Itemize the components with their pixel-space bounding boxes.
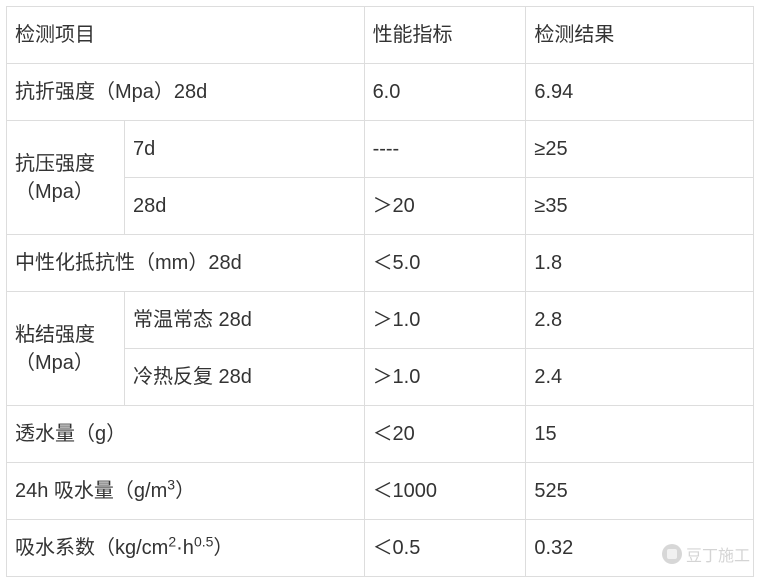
cell-label: 透水量（g）	[7, 406, 365, 463]
cell-result: 6.94	[526, 64, 754, 121]
cell-result: 1.8	[526, 235, 754, 292]
cell-sublabel: 28d	[124, 178, 364, 235]
table-header-row: 检测项目 性能指标 检测结果	[7, 7, 754, 64]
cell-spec: ＜1000	[364, 463, 526, 520]
cell-sublabel: 7d	[124, 121, 364, 178]
cell-label: 吸水系数（kg/cm2·h0.5）	[7, 520, 365, 577]
cell-spec: ＜5.0	[364, 235, 526, 292]
cell-spec: ＞20	[364, 178, 526, 235]
cell-sublabel: 冷热反复 28d	[124, 349, 364, 406]
cell-spec: ＞1.0	[364, 349, 526, 406]
cell-result: ≥35	[526, 178, 754, 235]
cell-result: 15	[526, 406, 754, 463]
label-part: 吸水系数（kg/cm	[15, 537, 168, 559]
cell-spec: ＞1.0	[364, 292, 526, 349]
cell-result: 525	[526, 463, 754, 520]
cell-spec: ----	[364, 121, 526, 178]
header-item: 检测项目	[7, 7, 365, 64]
label-sup: 3	[167, 476, 175, 492]
cell-group-label: 粘结强度（Mpa）	[7, 292, 125, 406]
cell-group-label: 抗压强度（Mpa）	[7, 121, 125, 235]
watermark: 豆丁施工	[662, 542, 750, 566]
watermark-icon	[662, 544, 682, 564]
table-row: 抗折强度（Mpa）28d 6.0 6.94	[7, 64, 754, 121]
header-spec: 性能指标	[364, 7, 526, 64]
cell-label: 24h 吸水量（g/m3）	[7, 463, 365, 520]
cell-result: 2.8	[526, 292, 754, 349]
cell-spec: ＜0.5	[364, 520, 526, 577]
table-row: 中性化抵抗性（mm）28d ＜5.0 1.8	[7, 235, 754, 292]
label-part: ）	[213, 537, 233, 559]
cell-label: 抗折强度（Mpa）28d	[7, 64, 365, 121]
table-row: 粘结强度（Mpa） 常温常态 28d ＞1.0 2.8	[7, 292, 754, 349]
label-part: ·h	[176, 537, 194, 559]
table-row: 透水量（g） ＜20 15	[7, 406, 754, 463]
cell-sublabel: 常温常态 28d	[124, 292, 364, 349]
label-part: 24h 吸水量（g/m	[15, 480, 167, 502]
label-part: ）	[175, 480, 195, 502]
label-sup: 2	[168, 533, 176, 549]
cell-label: 中性化抵抗性（mm）28d	[7, 235, 365, 292]
table-row: 抗压强度（Mpa） 7d ---- ≥25	[7, 121, 754, 178]
cell-result: ≥25	[526, 121, 754, 178]
spec-table: 检测项目 性能指标 检测结果 抗折强度（Mpa）28d 6.0 6.94 抗压强…	[6, 6, 754, 577]
cell-spec: 6.0	[364, 64, 526, 121]
cell-spec: ＜20	[364, 406, 526, 463]
table-row: 吸水系数（kg/cm2·h0.5） ＜0.5 0.32	[7, 520, 754, 577]
cell-result: 2.4	[526, 349, 754, 406]
watermark-text: 豆丁施工	[686, 542, 750, 566]
header-result: 检测结果	[526, 7, 754, 64]
label-sup: 0.5	[194, 533, 213, 549]
table-row: 24h 吸水量（g/m3） ＜1000 525	[7, 463, 754, 520]
